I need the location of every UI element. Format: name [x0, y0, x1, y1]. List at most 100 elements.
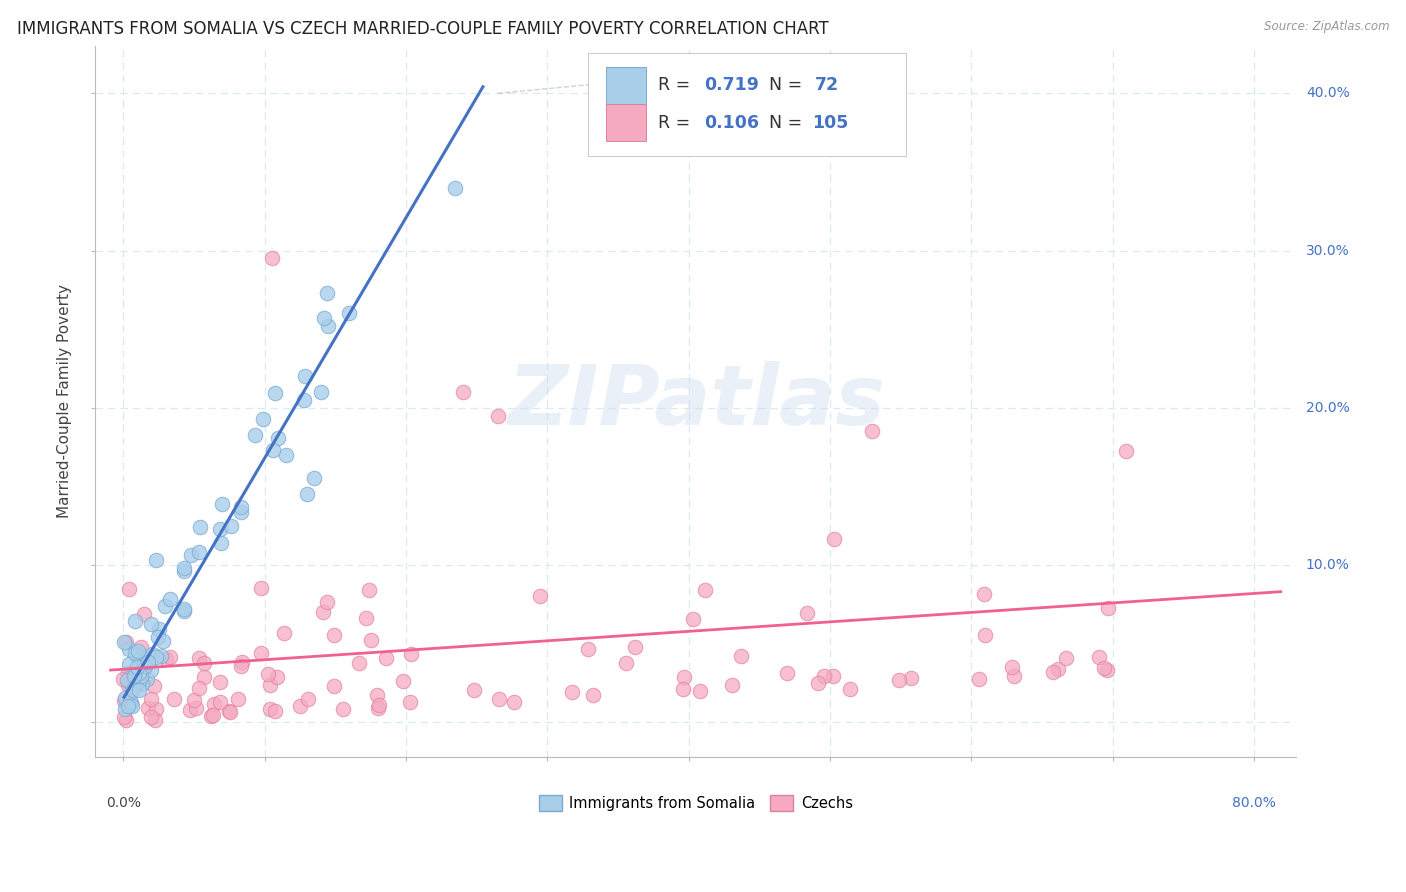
Point [973, 587, 995, 601]
Point [721, 678, 744, 692]
Point [145, 650, 167, 665]
Point [118, 642, 141, 657]
Point [359, 583, 381, 598]
Point [202, 697, 225, 711]
Point [184, 700, 207, 714]
Point [193, 657, 215, 671]
Point [399, 648, 422, 662]
Point [1097, 601, 1119, 615]
Point [312, 605, 335, 619]
Point [128, 665, 150, 680]
Point [1092, 660, 1115, 674]
Point [142, 679, 165, 693]
Point [121, 682, 143, 697]
Point [823, 532, 845, 546]
Point [561, 685, 583, 699]
Point [399, 694, 422, 708]
Point [143, 713, 166, 727]
Point [159, 650, 181, 665]
Point [295, 487, 318, 501]
Y-axis label: Married-Couple Family Poverty: Married-Couple Family Poverty [58, 285, 72, 518]
Point [187, 651, 209, 665]
Point [887, 673, 910, 687]
Point [264, 385, 287, 400]
Point [128, 683, 150, 698]
Point [243, 428, 266, 442]
Point [673, 670, 696, 684]
Point [796, 606, 818, 620]
Point [391, 674, 413, 689]
FancyBboxPatch shape [588, 54, 905, 156]
Point [451, 384, 474, 399]
Text: N =: N = [769, 77, 807, 95]
Point [145, 553, 167, 567]
Point [139, 616, 162, 631]
Point [118, 657, 141, 672]
Point [614, 656, 637, 670]
Point [672, 682, 695, 697]
Point [576, 642, 599, 657]
Point [124, 648, 146, 663]
FancyBboxPatch shape [606, 67, 647, 103]
Text: 30.0%: 30.0% [1306, 244, 1350, 258]
Point [114, 634, 136, 648]
Point [309, 384, 332, 399]
Point [129, 673, 152, 687]
Point [1002, 669, 1025, 683]
Point [339, 306, 361, 320]
Text: 40.0%: 40.0% [1306, 87, 1350, 101]
Point [208, 522, 231, 536]
Point [1115, 443, 1137, 458]
Point [209, 536, 232, 550]
Point [115, 714, 138, 728]
Point [689, 683, 711, 698]
Point [582, 688, 605, 702]
Point [218, 705, 240, 719]
Point [249, 582, 271, 596]
Point [259, 701, 281, 715]
Point [273, 626, 295, 640]
Point [486, 409, 509, 423]
Point [257, 666, 280, 681]
Point [367, 700, 389, 714]
Point [302, 471, 325, 485]
Point [187, 545, 209, 559]
Point [112, 710, 135, 724]
Legend: Immigrants from Somalia, Czechs: Immigrants from Somalia, Czechs [533, 789, 859, 817]
Point [129, 669, 152, 683]
Text: 105: 105 [813, 114, 849, 132]
Point [219, 705, 242, 719]
Point [776, 665, 799, 680]
Text: 80.0%: 80.0% [1232, 796, 1275, 810]
Point [444, 180, 467, 194]
Point [145, 702, 167, 716]
Point [463, 683, 485, 698]
Point [139, 710, 162, 724]
Point [356, 611, 378, 625]
Point [823, 669, 845, 683]
Point [122, 682, 145, 697]
Point [838, 682, 860, 697]
Point [1054, 651, 1077, 665]
Point [115, 673, 138, 687]
Point [488, 691, 510, 706]
Point [173, 561, 195, 575]
Point [188, 520, 211, 534]
Point [318, 319, 340, 334]
Point [219, 518, 242, 533]
Point [375, 651, 398, 665]
Point [262, 443, 284, 458]
Point [128, 673, 150, 688]
Text: 10.0%: 10.0% [1306, 558, 1350, 572]
Point [141, 647, 163, 661]
Text: R =: R = [658, 114, 696, 132]
Point [129, 640, 152, 654]
Point [900, 671, 922, 685]
Text: ZIPatlas: ZIPatlas [506, 361, 884, 442]
Point [128, 648, 150, 663]
Point [249, 646, 271, 660]
Point [202, 707, 225, 722]
Text: 72: 72 [814, 77, 839, 95]
Point [155, 652, 177, 666]
Point [231, 655, 253, 669]
